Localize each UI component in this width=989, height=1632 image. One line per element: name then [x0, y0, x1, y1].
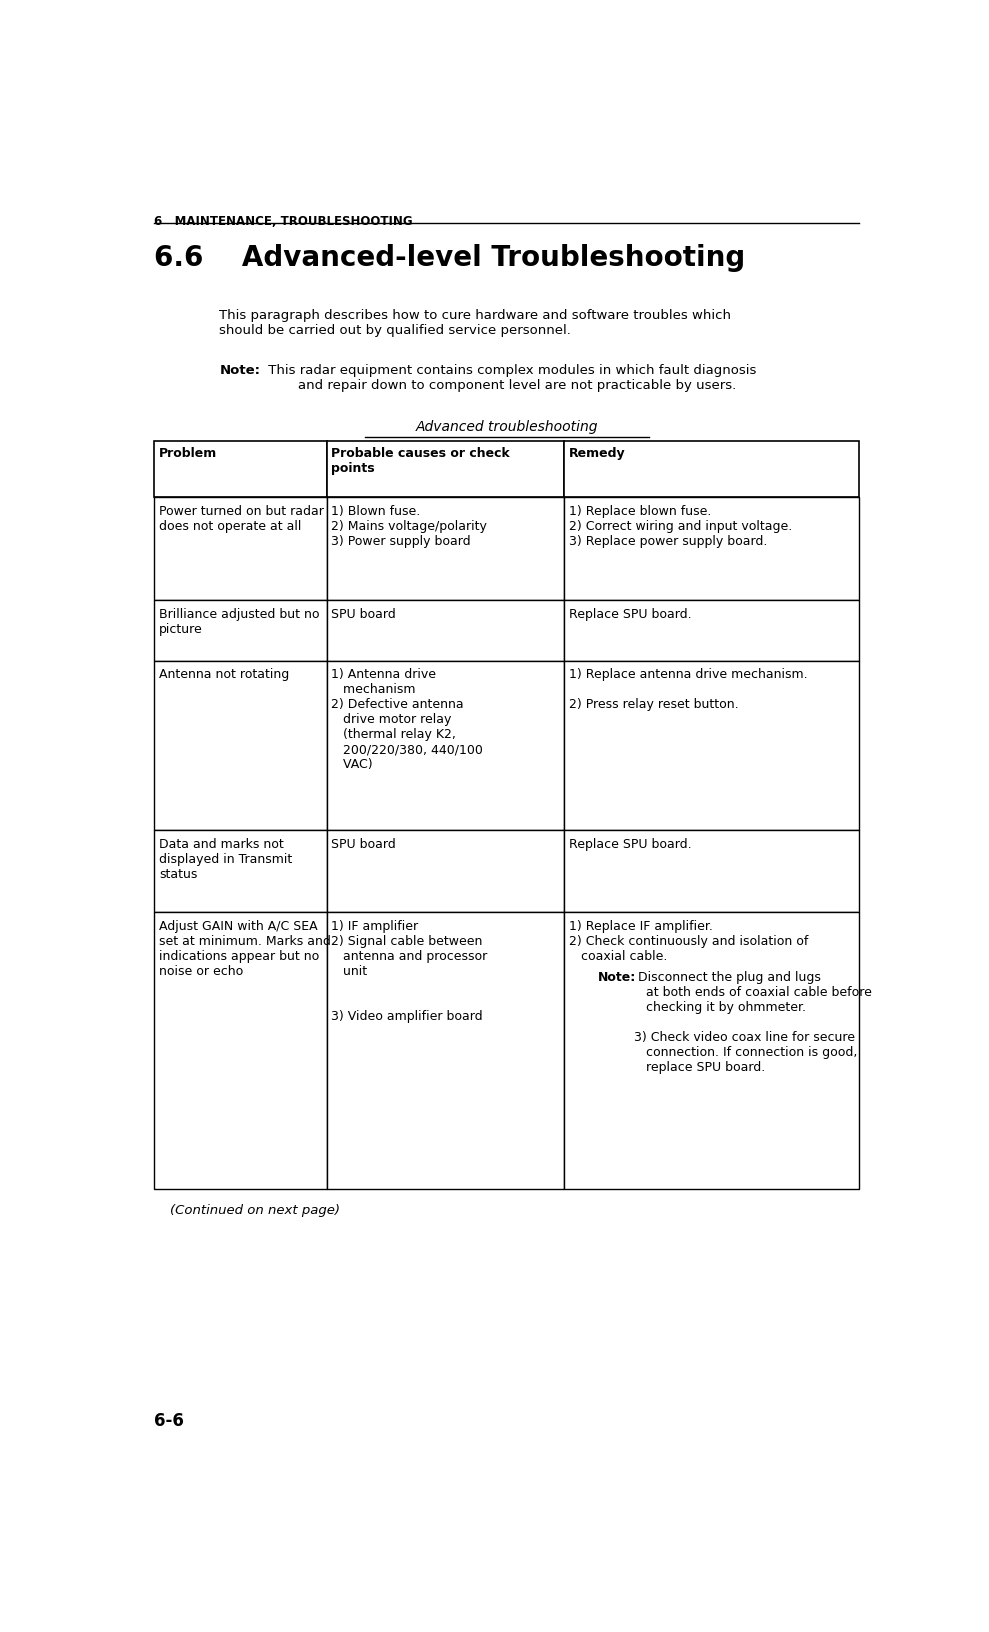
Bar	[154, 498, 326, 601]
Text: SPU board: SPU board	[331, 609, 396, 622]
Bar	[154, 661, 326, 831]
Text: Note:: Note:	[598, 971, 636, 984]
Bar	[154, 831, 326, 912]
Text: 6-6: 6-6	[154, 1412, 184, 1430]
Text: This radar equipment contains complex modules in which fault diagnosis
        a: This radar equipment contains complex mo…	[264, 364, 757, 392]
Text: 1) Replace IF amplifier.
2) Check continuously and isolation of
   coaxial cable: 1) Replace IF amplifier. 2) Check contin…	[569, 920, 808, 978]
Bar	[565, 498, 859, 601]
Text: Power turned on but radar
does not operate at all: Power turned on but radar does not opera…	[159, 504, 323, 534]
Text: Note:: Note:	[220, 364, 260, 377]
Text: Probable causes or check
points: Probable causes or check points	[331, 447, 510, 475]
Text: 1) Replace blown fuse.
2) Correct wiring and input voltage.
3) Replace power sup: 1) Replace blown fuse. 2) Correct wiring…	[569, 504, 792, 548]
Bar	[565, 912, 859, 1188]
Text: Brilliance adjusted but no
picture: Brilliance adjusted but no picture	[159, 609, 319, 636]
Text: 1) Blown fuse.
2) Mains voltage/polarity
3) Power supply board: 1) Blown fuse. 2) Mains voltage/polarity…	[331, 504, 488, 548]
Bar	[565, 831, 859, 912]
Bar	[326, 831, 565, 912]
Bar	[565, 661, 859, 831]
Bar	[326, 661, 565, 831]
Text: Replace SPU board.: Replace SPU board.	[569, 837, 691, 850]
Bar	[154, 912, 326, 1188]
Text: Remedy: Remedy	[569, 447, 626, 460]
Text: 1) Replace antenna drive mechanism.

2) Press relay reset button.: 1) Replace antenna drive mechanism. 2) P…	[569, 669, 808, 712]
Text: Advanced troubleshooting: Advanced troubleshooting	[415, 419, 598, 434]
Text: This paragraph describes how to cure hardware and software troubles which
should: This paragraph describes how to cure har…	[220, 308, 732, 336]
Text: 1) IF amplifier
2) Signal cable between
   antenna and processor
   unit


3) Vi: 1) IF amplifier 2) Signal cable between …	[331, 920, 488, 1023]
Text: 6.6    Advanced-level Troubleshooting: 6.6 Advanced-level Troubleshooting	[154, 243, 746, 271]
Bar	[326, 912, 565, 1188]
Text: SPU board: SPU board	[331, 837, 396, 850]
Bar	[565, 601, 859, 661]
Bar	[326, 498, 565, 601]
Bar	[154, 441, 326, 498]
Text: (Continued on next page): (Continued on next page)	[170, 1204, 339, 1217]
Text: 1) Antenna drive
   mechanism
2) Defective antenna
   drive motor relay
   (ther: 1) Antenna drive mechanism 2) Defective …	[331, 669, 484, 772]
Bar	[326, 441, 565, 498]
Text: Data and marks not
displayed in Transmit
status: Data and marks not displayed in Transmit…	[159, 837, 292, 881]
Text: Replace SPU board.: Replace SPU board.	[569, 609, 691, 622]
Text: Adjust GAIN with A/C SEA
set at minimum. Marks and
indications appear but no
noi: Adjust GAIN with A/C SEA set at minimum.…	[159, 920, 330, 978]
Text: Antenna not rotating: Antenna not rotating	[159, 669, 289, 681]
Bar	[326, 601, 565, 661]
Text: 6   MAINTENANCE, TROUBLESHOOTING: 6 MAINTENANCE, TROUBLESHOOTING	[154, 215, 413, 228]
Text: Problem: Problem	[159, 447, 218, 460]
Text: Disconnect the plug and lugs
   at both ends of coaxial cable before
   checking: Disconnect the plug and lugs at both end…	[634, 971, 872, 1074]
Bar	[565, 441, 859, 498]
Bar	[154, 601, 326, 661]
